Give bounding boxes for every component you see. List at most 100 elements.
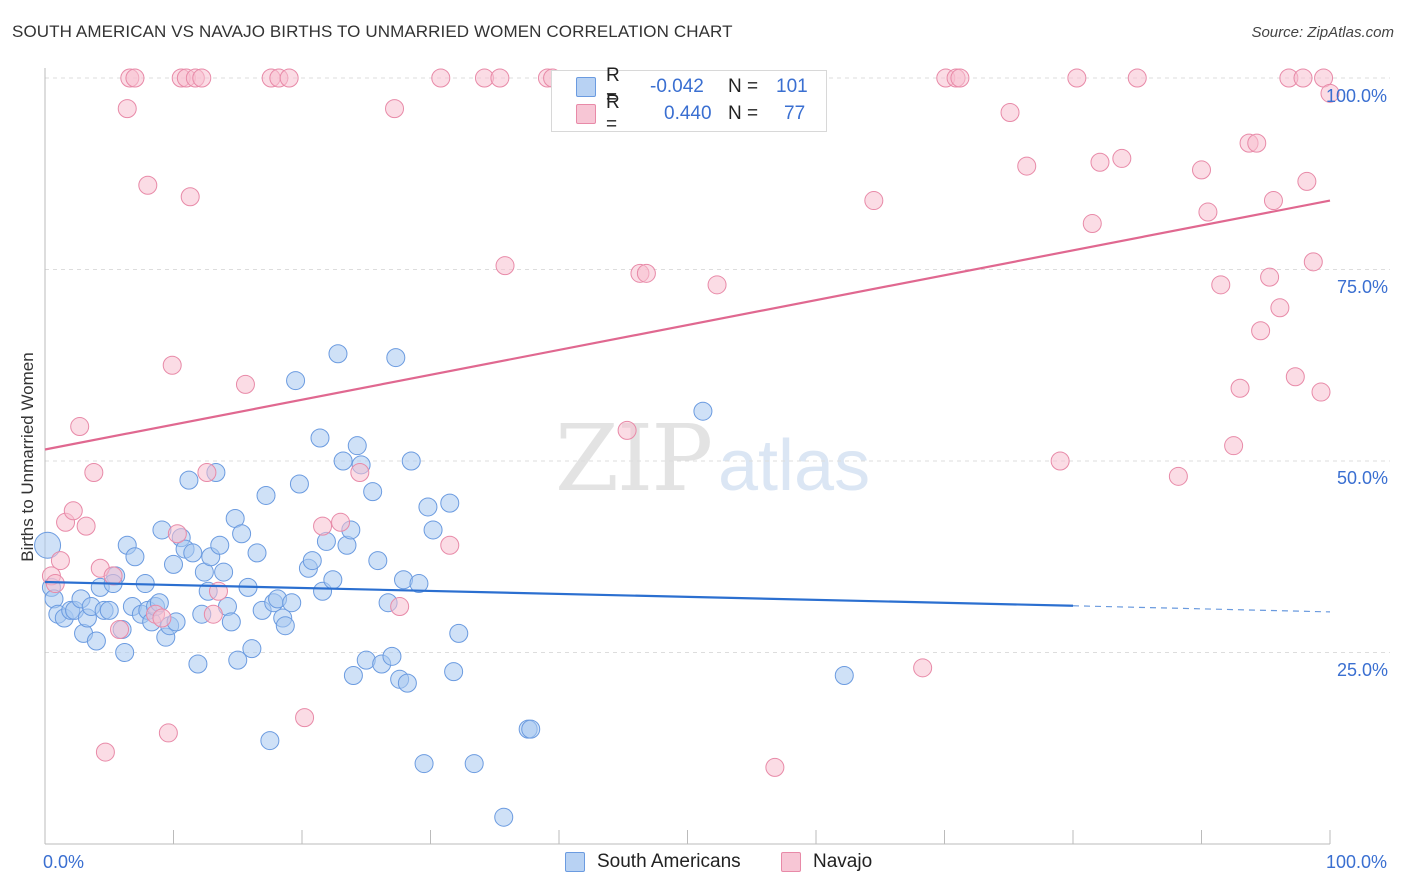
legend-row-south-americans: R = -0.042 N = 101	[576, 65, 816, 108]
south-americans-point	[834, 665, 854, 685]
y-tick-label-75: 75.0%	[1337, 277, 1389, 297]
legend-item-south-americans[interactable]: South Americans	[565, 851, 741, 873]
navajo-point	[235, 374, 255, 394]
south-americans-point	[418, 497, 438, 517]
r-label: R =	[606, 65, 620, 108]
navajo-point	[864, 191, 884, 211]
watermark-zip: ZIP	[555, 405, 711, 512]
south-americans-point	[125, 547, 145, 567]
navajo-point	[1293, 68, 1313, 88]
navajo-point	[158, 723, 178, 743]
n-value: 77	[784, 103, 806, 124]
south-americans-point	[289, 474, 309, 494]
r-label: R =	[606, 92, 620, 135]
south-americans-point	[210, 535, 230, 555]
south-americans-point	[214, 562, 234, 582]
navajo-point	[70, 417, 90, 437]
navajo-point	[331, 512, 351, 532]
navajo-point	[103, 566, 123, 586]
navajo-point	[1127, 68, 1147, 88]
navajo-point	[180, 187, 200, 207]
south-americans-point	[347, 436, 367, 456]
y-tick-label-100: 100.0%	[1326, 86, 1388, 106]
n-label: N =	[728, 103, 759, 124]
south-americans-point	[242, 639, 262, 659]
navajo-point	[1082, 214, 1102, 234]
south-americans-point	[494, 807, 514, 827]
south-americans-point	[99, 600, 119, 620]
source-label: Source: ZipAtlas.com	[1251, 24, 1394, 41]
navajo-point	[390, 597, 410, 617]
navajo-point	[1000, 102, 1020, 122]
navajo-point	[495, 256, 515, 276]
navajo-point	[1112, 148, 1132, 168]
navajo-point	[76, 516, 96, 536]
south-americans-point	[232, 524, 252, 544]
navajo-point	[636, 263, 656, 283]
navajo-point	[431, 68, 451, 88]
navajo-point	[440, 535, 460, 555]
south-americans-point	[286, 371, 306, 391]
navajo-point	[1168, 466, 1188, 486]
navajo-point	[1230, 378, 1250, 398]
navajo-point	[50, 551, 70, 571]
navajo-point	[1211, 275, 1231, 295]
south-americans-point	[343, 665, 363, 685]
navajo-point	[45, 574, 65, 594]
navajo-point	[152, 608, 172, 628]
south-americans-point	[368, 551, 388, 571]
legend-label-navajo: Navajo	[813, 851, 873, 872]
navajo-point	[1251, 321, 1271, 341]
navajo-point	[1320, 83, 1340, 103]
x-tick-label-min: 0.0%	[43, 852, 85, 872]
navajo-point	[490, 68, 510, 88]
r-value: 0.440	[664, 103, 712, 124]
south-americans-point	[521, 719, 541, 739]
south-americans-point	[260, 731, 280, 751]
navajo-point	[1224, 436, 1244, 456]
correlation-legend: R = -0.042 N = 101 R = 0.440 N = 77	[551, 65, 827, 135]
south-americans-point	[449, 623, 469, 643]
south-americans-point	[86, 631, 106, 651]
navajo-point	[63, 501, 83, 521]
navajo-point	[125, 68, 145, 88]
navajo-trend-line	[44, 199, 1331, 451]
navajo-point	[203, 604, 223, 624]
legend-row-navajo: R = 0.440 N = 77	[576, 92, 824, 135]
south-americans-point	[397, 673, 417, 693]
south-americans-point	[164, 554, 183, 574]
navajo-point	[1270, 298, 1290, 318]
navajo-point	[138, 175, 158, 195]
navajo-point	[350, 462, 370, 482]
navajo-point	[295, 708, 315, 728]
navajo-point	[84, 462, 104, 482]
navajo-point	[1303, 252, 1323, 272]
south-americans-point	[363, 482, 383, 502]
navajo-point	[117, 99, 137, 119]
south-americans-trend-extension	[1072, 605, 1331, 613]
south-americans-point	[179, 470, 199, 490]
navajo-point	[192, 68, 212, 88]
n-label: N =	[728, 76, 759, 97]
series-legend: South Americans Navajo	[0, 851, 1406, 877]
navajo-point	[913, 658, 933, 678]
y-tick-label-50: 50.0%	[1337, 468, 1389, 488]
south-americans-point	[382, 646, 402, 666]
legend-item-navajo[interactable]: Navajo	[781, 851, 872, 873]
chart-title: SOUTH AMERICAN VS NAVAJO BIRTHS TO UNMAR…	[12, 22, 733, 41]
navajo-point	[279, 68, 299, 88]
south-americans-swatch	[576, 77, 596, 97]
navajo-point	[167, 524, 187, 544]
navajo-point	[1067, 68, 1087, 88]
navajo-point	[162, 355, 182, 375]
navajo-point	[765, 757, 785, 777]
navajo-point	[313, 516, 333, 536]
navajo-point	[1311, 382, 1331, 402]
south-americans-point	[323, 570, 343, 590]
navajo-point	[617, 420, 637, 440]
south-americans-point	[115, 643, 135, 662]
navajo-point	[1090, 152, 1110, 172]
y-tick-label-25: 25.0%	[1337, 660, 1389, 680]
navajo-point	[1192, 160, 1211, 180]
south-americans-point	[188, 654, 208, 674]
